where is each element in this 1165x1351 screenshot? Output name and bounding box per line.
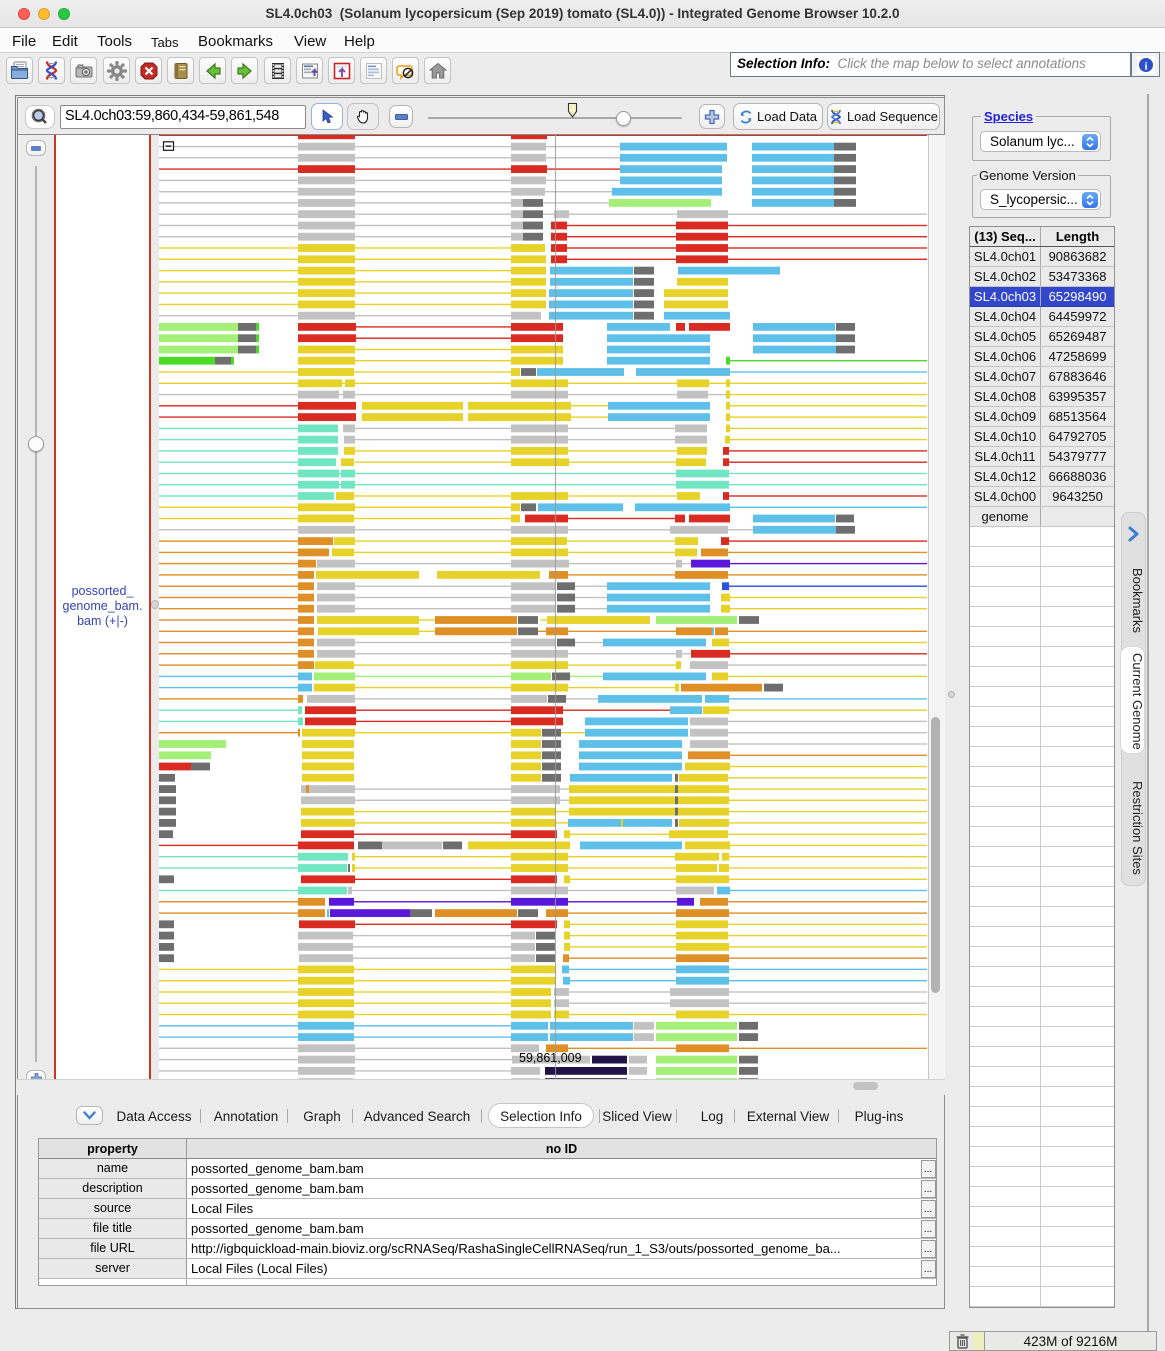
svg-text:i: i xyxy=(1144,60,1147,72)
svg-text:59,861,009: 59,861,009 xyxy=(519,1051,582,1065)
